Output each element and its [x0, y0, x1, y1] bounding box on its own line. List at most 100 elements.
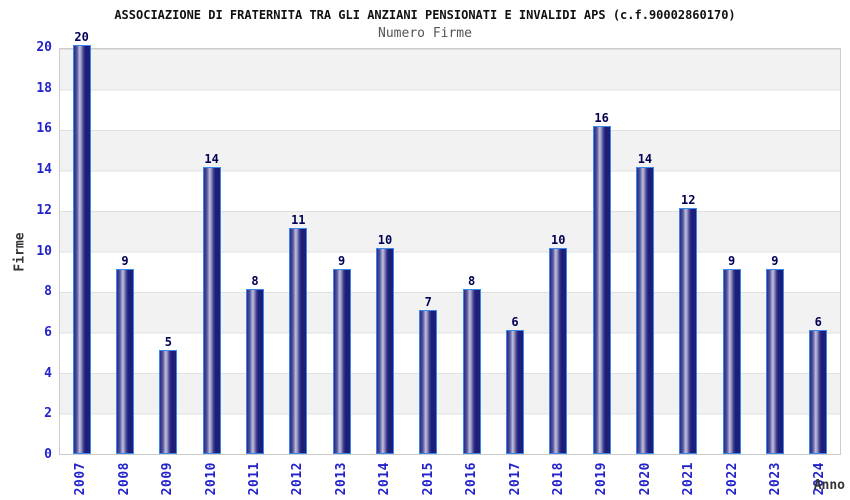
- y-tick-label: 2: [44, 406, 52, 422]
- bar: [462, 289, 481, 454]
- x-axis-tick-labels: 2007 2008 2009 2010 2011 2012 2013 2014 …: [59, 462, 841, 495]
- x-tick-cell: 2016: [450, 462, 493, 495]
- bar-column: 8: [233, 49, 276, 454]
- y-tick-label: 8: [44, 284, 52, 300]
- bar: [419, 310, 438, 454]
- bar-column: 20: [60, 31, 103, 454]
- x-tick-label: 2014: [377, 462, 393, 496]
- bar-value-label: 10: [377, 233, 393, 247]
- x-tick-label: 2022: [724, 462, 740, 496]
- x-tick-cell: 2020: [624, 462, 667, 495]
- x-tick-cell: 2008: [102, 462, 145, 495]
- y-tick-label: 10: [36, 243, 52, 259]
- bar: [245, 289, 264, 454]
- bar: [375, 248, 394, 454]
- x-tick-label: 2012: [290, 462, 306, 496]
- y-tick-label: 16: [36, 121, 52, 137]
- bar-column: 14: [623, 49, 666, 454]
- x-tick-label: 2021: [681, 462, 697, 496]
- bar-value-label: 14: [637, 152, 653, 166]
- bar-column: 16: [580, 49, 623, 454]
- x-tick-label: 2008: [116, 462, 132, 496]
- x-tick-cell: 2017: [493, 462, 536, 495]
- x-tick-label: 2023: [768, 462, 784, 496]
- bar: [679, 208, 698, 454]
- bar: [505, 330, 524, 454]
- bar-column: 9: [103, 49, 146, 454]
- bar: [202, 167, 221, 454]
- x-tick-cell: 2022: [711, 462, 754, 495]
- bar-value-label: 6: [814, 315, 822, 329]
- bar-column: 6: [493, 49, 536, 454]
- bar-value-label: 9: [121, 254, 129, 268]
- bar-value-label: 16: [594, 111, 609, 125]
- bar-column: 7: [407, 49, 450, 454]
- bar-column: 11: [277, 49, 320, 454]
- chart-subtitle: Numero Firme: [378, 26, 472, 41]
- bar-column: 10: [363, 49, 406, 454]
- bar: [635, 167, 654, 454]
- x-tick-cell: 2007: [59, 462, 102, 495]
- plot-area: 20 9 5 14 8 11 9 10 7 8 6 10 16 14: [59, 31, 841, 455]
- x-tick-cell: 2010: [189, 462, 232, 495]
- bar-column: 9: [710, 49, 753, 454]
- bar-column: 9: [320, 49, 363, 454]
- x-tick-label: 2011: [246, 462, 262, 496]
- x-tick-label: 2007: [73, 462, 89, 496]
- bar: [289, 228, 308, 454]
- bar: [72, 45, 91, 454]
- x-tick-label: 2018: [551, 462, 567, 496]
- bar: [159, 350, 178, 454]
- bar: [765, 269, 784, 454]
- bar-value-label: 6: [511, 315, 519, 329]
- bar-column: 10: [537, 49, 580, 454]
- x-tick-cell: 2009: [146, 462, 189, 495]
- bars-row: 20 9 5 14 8 11 9 10 7 8 6 10 16 14: [60, 31, 840, 454]
- bar-value-label: 11: [291, 213, 306, 227]
- bar: [722, 269, 741, 454]
- y-tick-label: 14: [36, 162, 52, 178]
- bar: [549, 248, 568, 454]
- bar-column: 5: [147, 49, 190, 454]
- y-tick-label: 4: [44, 365, 52, 381]
- bar-column: 9: [753, 49, 796, 454]
- x-tick-cell: 2013: [320, 462, 363, 495]
- y-tick-label: 0: [44, 447, 52, 462]
- x-tick-label: 2015: [420, 462, 436, 496]
- x-tick-label: 2010: [203, 462, 219, 496]
- x-tick-label: 2020: [637, 462, 653, 496]
- x-tick-cell: 2019: [580, 462, 623, 495]
- bar-value-label: 14: [204, 152, 219, 166]
- x-tick-label: 2013: [333, 462, 349, 496]
- bar: [809, 330, 828, 454]
- x-tick-label: 2019: [594, 462, 610, 496]
- bar-value-label: 8: [467, 274, 476, 288]
- bar-value-label: 20: [74, 30, 89, 44]
- y-tick-label: 20: [36, 40, 52, 55]
- x-tick-cell: 2014: [363, 462, 406, 495]
- y-tick-label: 18: [36, 80, 52, 96]
- bar-column: 8: [450, 49, 493, 454]
- bar-value-label: 9: [727, 254, 736, 268]
- bar-value-label: 7: [424, 295, 432, 309]
- y-tick-label: 12: [36, 202, 52, 218]
- chart-title: ASSOCIAZIONE DI FRATERNITA TRA GLI ANZIA…: [114, 8, 736, 22]
- bar-column: 12: [667, 49, 710, 454]
- y-tick-label: 6: [44, 324, 52, 340]
- x-tick-cell: 2021: [667, 462, 710, 495]
- bar-value-label: 8: [251, 274, 259, 288]
- x-tick-label: 2009: [160, 462, 176, 496]
- x-tick-cell: 2015: [407, 462, 450, 495]
- bar-value-label: 12: [681, 193, 696, 207]
- bar-column: 6: [797, 49, 840, 454]
- x-tick-cell: 2023: [754, 462, 797, 495]
- bar: [115, 269, 134, 454]
- bar: [592, 126, 611, 454]
- bar-column: 14: [190, 49, 233, 454]
- bar-value-label: 5: [164, 335, 172, 349]
- bar-value-label: 9: [338, 254, 346, 268]
- x-axis-title: Anno: [813, 478, 845, 493]
- bar: [332, 269, 351, 454]
- x-tick-cell: 2012: [276, 462, 319, 495]
